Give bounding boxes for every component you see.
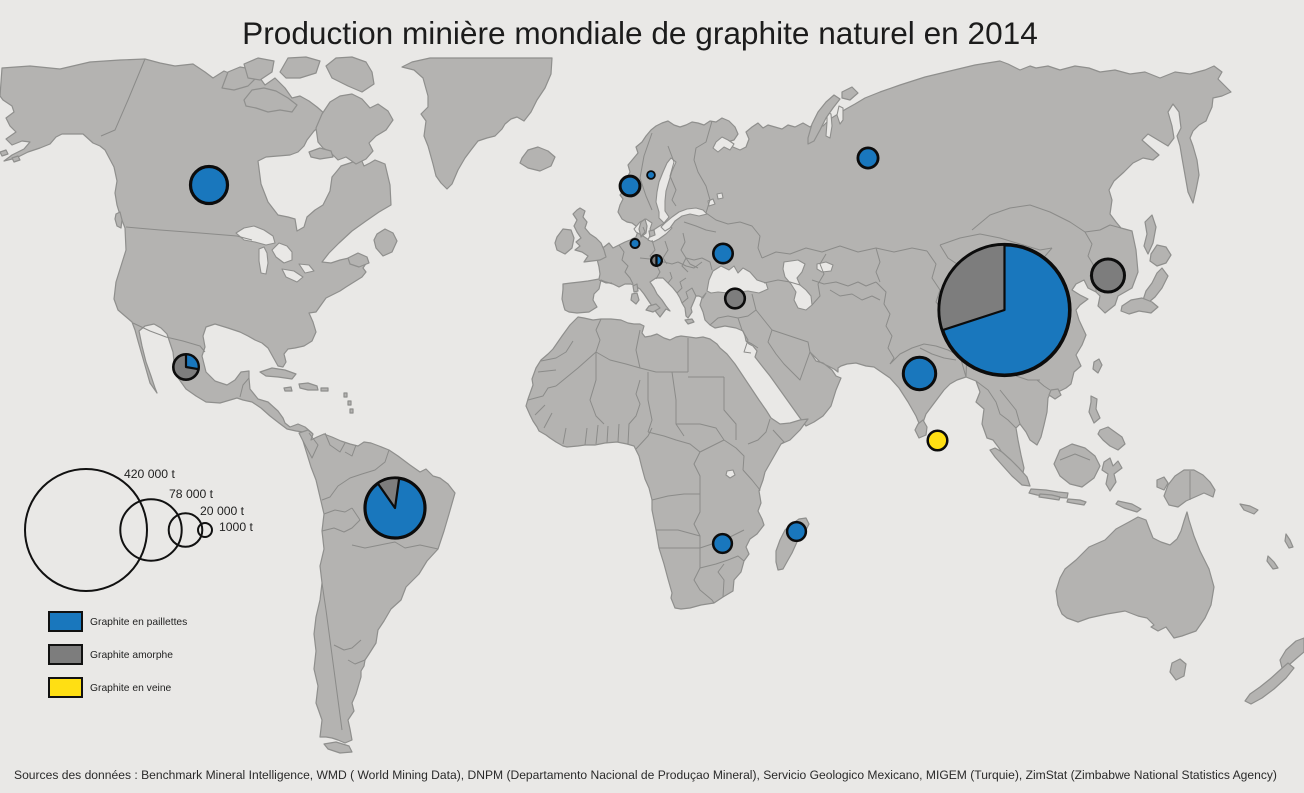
svg-text:Production minière mondiale de: Production minière mondiale de graphite …: [242, 15, 1038, 51]
svg-text:Graphite en veine: Graphite en veine: [90, 683, 172, 694]
svg-text:1000 t: 1000 t: [219, 520, 253, 534]
svg-text:Graphite amorphe: Graphite amorphe: [90, 650, 173, 661]
svg-text:Graphite en paillettes: Graphite en paillettes: [90, 617, 187, 628]
svg-text:420 000 t: 420 000 t: [124, 467, 175, 481]
svg-text:78 000 t: 78 000 t: [169, 487, 214, 501]
svg-text:20 000 t: 20 000 t: [200, 504, 245, 518]
svg-text:Sources des données : Benchmar: Sources des données : Benchmark Mineral …: [14, 768, 1277, 782]
